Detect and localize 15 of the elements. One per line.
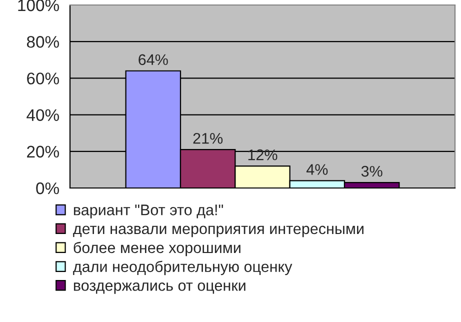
y-tick-label: 20% bbox=[27, 146, 59, 158]
legend-label: дали неодобрительную оценку bbox=[73, 260, 292, 276]
data-label: 64% bbox=[138, 54, 168, 66]
y-tick-label: 80% bbox=[26, 36, 59, 48]
data-label: 4% bbox=[306, 164, 328, 175]
legend-label: воздержались от оценки bbox=[74, 282, 246, 294]
legend-label: вариант "Вот это да!" bbox=[74, 204, 224, 218]
y-tick-label: 40% bbox=[26, 109, 59, 122]
data-label: 21% bbox=[193, 132, 223, 144]
data-label: 12% bbox=[248, 149, 278, 160]
legend-label: более менее хорошими bbox=[74, 242, 240, 256]
y-tick-label: 0% bbox=[36, 182, 59, 194]
data-label: 3% bbox=[361, 166, 382, 177]
legend-label: дети назвали мероприятия интересными bbox=[73, 226, 364, 238]
y-tick-label: 60% bbox=[27, 72, 59, 84]
